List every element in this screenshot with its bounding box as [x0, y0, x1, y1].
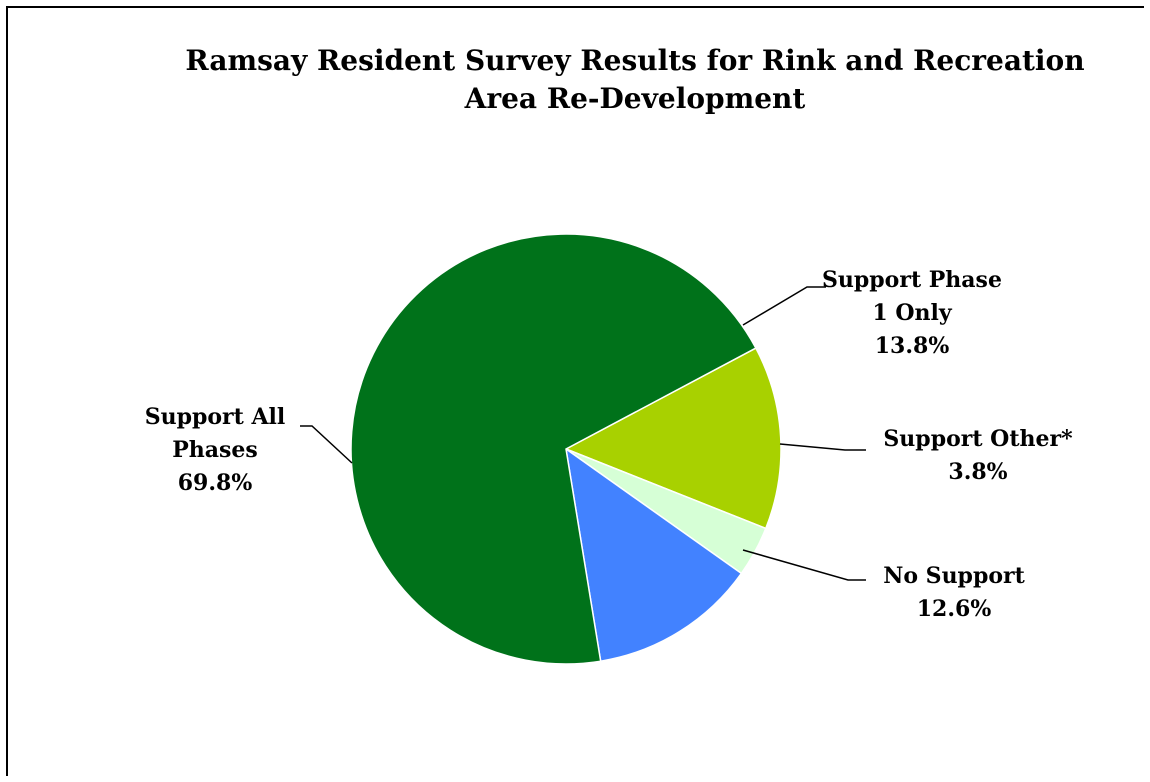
chart-title-line-2: Area Re-Development [464, 82, 806, 115]
label-value-support-all-phases: 69.8% [178, 470, 253, 496]
leader-line-support-other [779, 443, 866, 451]
label-value-no-support: 12.6% [917, 596, 992, 622]
slice-support-all-phases [350, 233, 757, 665]
leader-lines [300, 286, 866, 581]
label-support-other: Support Other* 3.8% [883, 426, 1073, 485]
slice-support-phase-1-only [564, 347, 782, 530]
pie-slices [350, 233, 782, 665]
label-no-support: No Support 12.6% [883, 563, 1025, 622]
chart-frame [6, 6, 1144, 776]
label-text-no-support: No Support [883, 563, 1025, 589]
chart-title: Ramsay Resident Survey Results for Rink … [0, 42, 1150, 118]
label-text-support-phase-1-only: 1 Only [872, 300, 952, 326]
leader-line-support-all-phases [300, 425, 353, 464]
chart-title-line-1: Ramsay Resident Survey Results for Rink … [185, 44, 1085, 77]
slice-labels: Support Phase 1 Only 13.8% Support Other* 3.… [145, 267, 1073, 622]
label-support-all-phases: Support All Phases 69.8% [145, 404, 286, 496]
label-text-support-all-phases: Phases [172, 437, 258, 463]
label-text-support-all-phases: Support All [145, 404, 286, 430]
leader-line-no-support [742, 549, 866, 581]
slice-no-support [564, 447, 743, 663]
label-support-phase-1-only: Support Phase 1 Only 13.8% [822, 267, 1002, 359]
label-value-support-other: 3.8% [948, 459, 1007, 485]
leader-line-support-phase-1-only [742, 286, 826, 326]
label-value-support-phase-1-only: 13.8% [875, 333, 950, 359]
label-text-support-other: Support Other* [883, 426, 1073, 452]
label-text-support-phase-1-only: Support Phase [822, 267, 1002, 293]
